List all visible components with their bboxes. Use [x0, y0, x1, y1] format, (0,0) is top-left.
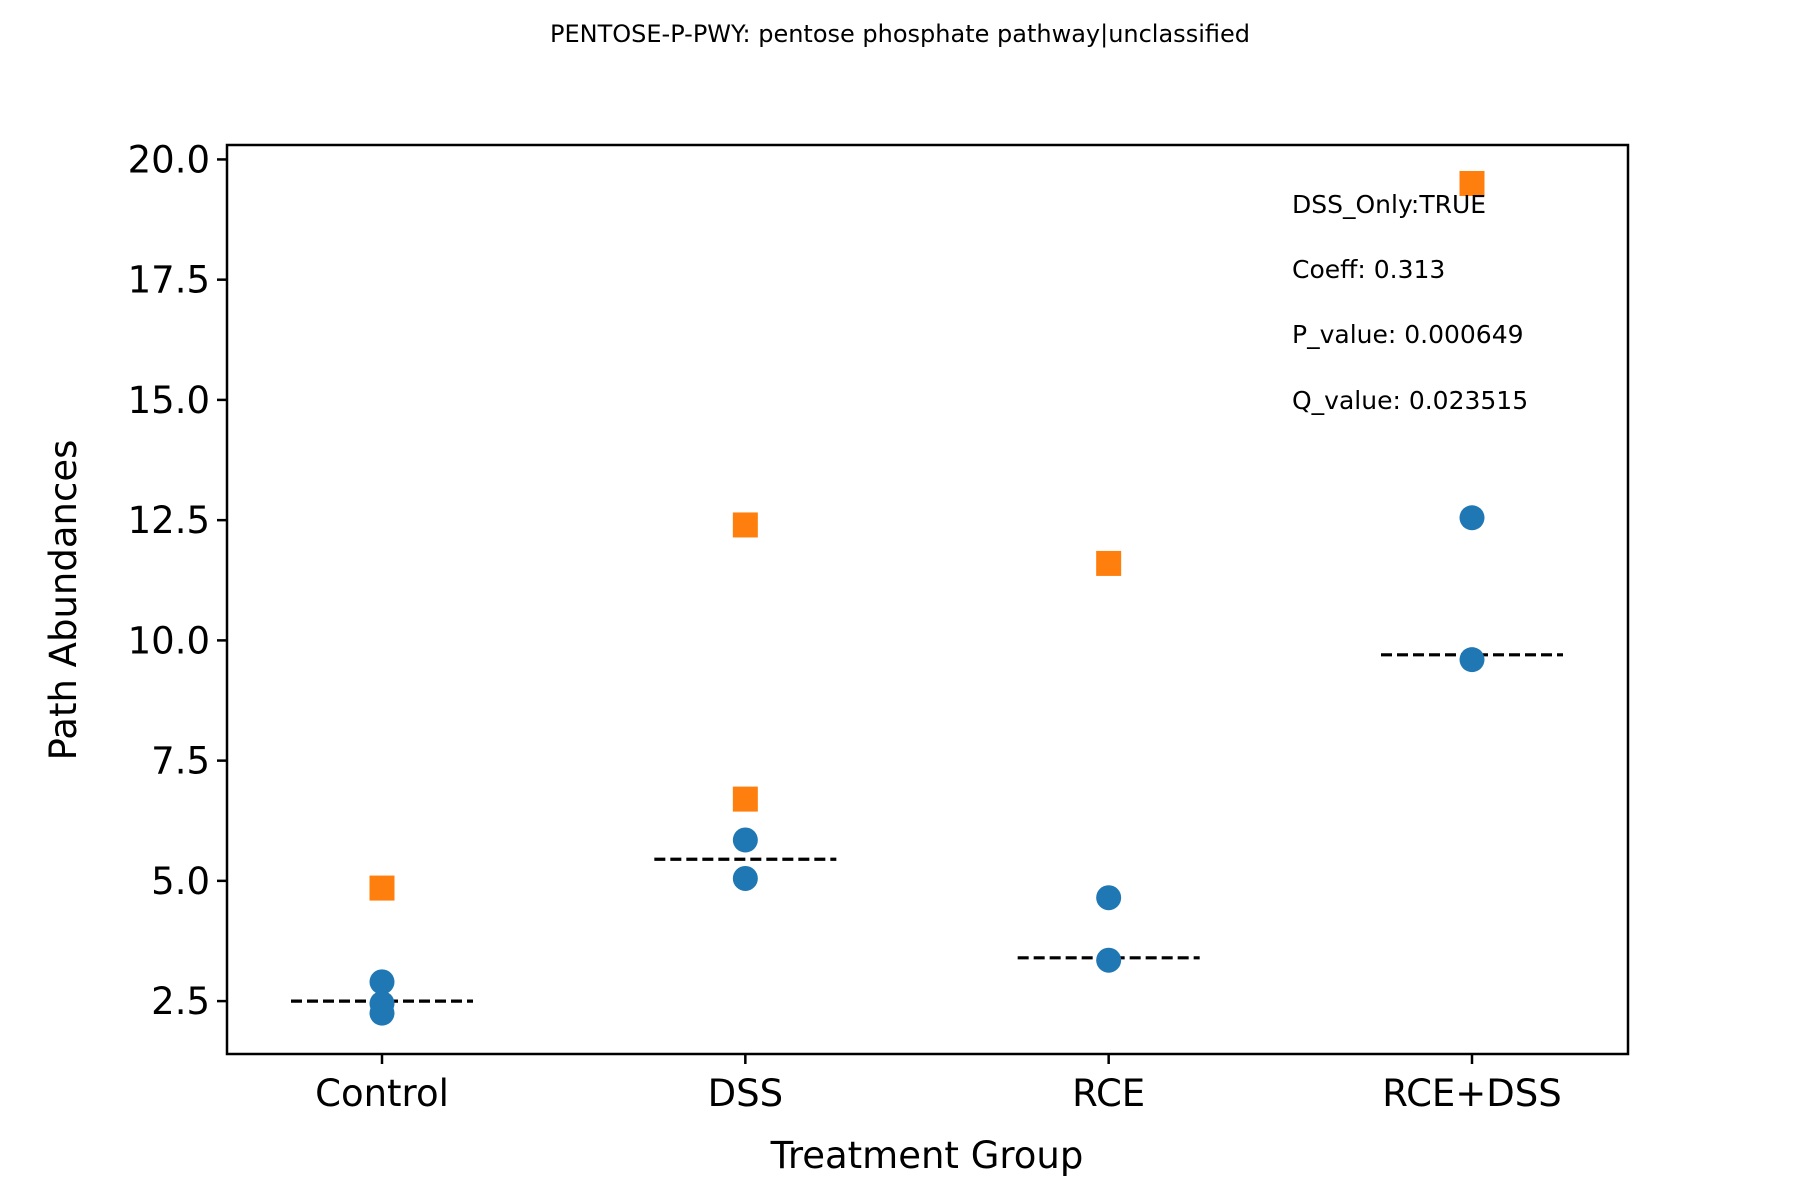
y-tick-label: 17.5: [128, 259, 210, 302]
annotation-p-value: P_value: 0.000649: [1292, 320, 1524, 349]
y-tick-label: 20.0: [128, 138, 210, 181]
data-point-circle: [732, 827, 758, 853]
data-point-square: [732, 512, 758, 538]
y-tick-label: 15.0: [128, 379, 210, 422]
y-axis: 2.5 5.0 7.5 10.0 12.5 15.0 17.5 20.0: [128, 138, 227, 1023]
data-point-circle: [1096, 947, 1122, 973]
data-point-circle: [1459, 505, 1485, 531]
median-lines: [291, 653, 1563, 1003]
x-tick-label: RCE+DSS: [1382, 1072, 1562, 1115]
data-point-circle: [1096, 885, 1122, 911]
y-axis-label: Path Abundances: [42, 440, 85, 761]
data-point-square: [1459, 170, 1485, 196]
y-tick-label: 7.5: [151, 740, 210, 783]
data-point-circle: [369, 1000, 395, 1026]
x-tick-label: Control: [315, 1072, 449, 1115]
data-point-square: [369, 875, 395, 901]
y-tick-label: 12.5: [128, 499, 210, 542]
y-tick-label: 2.5: [151, 980, 210, 1023]
y-tick-label: 10.0: [128, 619, 210, 662]
data-point-circle: [732, 865, 758, 891]
x-tick-label: RCE: [1072, 1072, 1145, 1115]
x-tick-label: DSS: [708, 1072, 783, 1115]
x-axis-label: Treatment Group: [770, 1134, 1084, 1177]
x-axis: Control DSS RCE RCE+DSS: [315, 1054, 1562, 1115]
data-point-circle: [1459, 647, 1485, 673]
data-point-square: [732, 786, 758, 812]
y-tick-label: 5.0: [151, 860, 210, 903]
plot-frame: [225, 143, 1630, 1056]
data-points: [369, 170, 1485, 1026]
chart-title: PENTOSE-P-PWY: pentose phosphate pathway…: [550, 20, 1250, 48]
annotation-dss-only: DSS_Only:TRUE: [1292, 190, 1487, 219]
data-point-circle: [369, 969, 395, 995]
annotation-coeff: Coeff: 0.313: [1292, 255, 1446, 284]
data-point-square: [1096, 550, 1122, 576]
annotation-q-value: Q_value: 0.023515: [1292, 386, 1529, 415]
